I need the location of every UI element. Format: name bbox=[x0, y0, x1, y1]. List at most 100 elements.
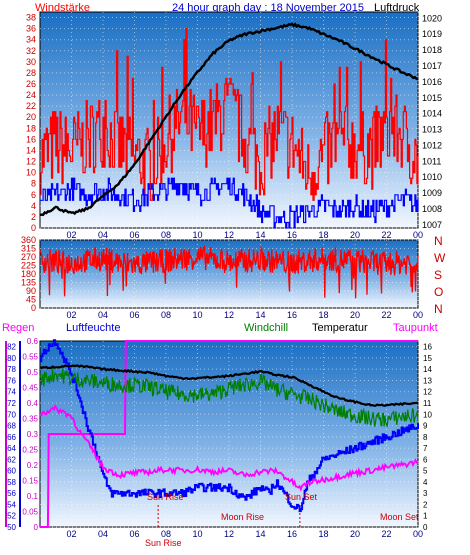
temp-y-tick-label: 4 bbox=[423, 478, 428, 487]
compass-label: O bbox=[434, 285, 443, 299]
moon-rise-label: Moon Rise bbox=[221, 512, 264, 522]
temp-y-tick-label: 11 bbox=[423, 399, 432, 408]
wind-tick-label: 12 bbox=[224, 230, 234, 240]
climate-tick-label: 06 bbox=[129, 529, 139, 539]
temp-y-tick-label: 2 bbox=[423, 500, 428, 509]
sun-set-label: Sun Set bbox=[285, 492, 318, 502]
wind-y-tick-label: 12 bbox=[26, 157, 36, 167]
temp-y-tick-label: 6 bbox=[423, 455, 428, 464]
wind-label: Windstärke bbox=[35, 2, 90, 14]
temp-y-tick-label: 15 bbox=[423, 354, 432, 363]
direction-y-tick-label: 135 bbox=[21, 278, 36, 288]
wind-y-tick-label: 16 bbox=[26, 134, 36, 144]
direction-tick-label: 16 bbox=[287, 310, 297, 320]
climate-tick-label: 22 bbox=[381, 529, 391, 539]
compass-label: W bbox=[434, 251, 446, 265]
humidity-y-tick-label: 58 bbox=[7, 478, 16, 487]
wind-y-tick-label: 10 bbox=[26, 168, 36, 178]
direction-series bbox=[39, 244, 419, 299]
pressure-y-tick-label: 1017 bbox=[422, 61, 442, 71]
direction-y-tick-label: 360 bbox=[21, 235, 36, 245]
wind-y-tick-label: 26 bbox=[26, 79, 36, 89]
wind-y-tick-label: 24 bbox=[26, 90, 36, 100]
pressure-y-tick-label: 1016 bbox=[422, 77, 442, 87]
humidity-y-tick-label: 60 bbox=[7, 467, 16, 476]
pressure-y-tick-label: 1019 bbox=[422, 29, 442, 39]
humidity-y-tick-label: 62 bbox=[7, 455, 16, 464]
humidity-y-tick-label: 64 bbox=[7, 444, 16, 453]
rain-y-tick-label: 0.6 bbox=[27, 337, 39, 346]
pressure-y-tick-label: 1013 bbox=[422, 125, 442, 135]
direction-y-tick-label: 270 bbox=[21, 252, 36, 262]
compass-label: N bbox=[434, 302, 443, 316]
direction-tick-label: 04 bbox=[98, 310, 108, 320]
temperature-label: Temperatur bbox=[312, 322, 368, 334]
wind-tick-label: 22 bbox=[381, 230, 391, 240]
temp-y-tick-label: 7 bbox=[423, 444, 428, 453]
humidity-y-tick-label: 56 bbox=[7, 489, 16, 498]
pressure-y-tick-label: 1008 bbox=[422, 204, 442, 214]
temp-y-tick-label: 5 bbox=[423, 467, 428, 476]
rain-y-tick-label: 0.4 bbox=[27, 399, 39, 408]
direction-y-tick-label: 225 bbox=[21, 261, 36, 271]
pressure-label: Luftdruck bbox=[374, 2, 420, 14]
rain-y-tick-label: 0 bbox=[34, 523, 39, 532]
humidity-y-tick-label: 68 bbox=[7, 422, 16, 431]
climate-tick-label: 12 bbox=[224, 529, 234, 539]
climate-tick-label: 08 bbox=[161, 529, 171, 539]
humidity-y-tick-label: 74 bbox=[7, 388, 16, 397]
pressure-y-tick-label: 1012 bbox=[422, 140, 442, 150]
wind-y-tick-label: 34 bbox=[26, 35, 36, 45]
direction-y-tick-label: 45 bbox=[26, 295, 36, 305]
pressure-y-tick-label: 1020 bbox=[422, 13, 442, 23]
temperature-line bbox=[39, 364, 419, 407]
direction-tick-label: 00 bbox=[413, 310, 423, 320]
wind-tick-label: 18 bbox=[318, 230, 328, 240]
humidity-y-tick-label: 50 bbox=[7, 523, 16, 532]
humidity-y-tick-label: 72 bbox=[7, 399, 16, 408]
moon-set-label: Moon Set bbox=[380, 512, 419, 522]
rain-y-tick-label: 0.5 bbox=[27, 368, 39, 377]
rain-line bbox=[40, 340, 418, 528]
windchill-label: Windchill bbox=[244, 322, 288, 334]
dewpoint-label: Taupunkt bbox=[393, 322, 438, 334]
compass-label: N bbox=[434, 234, 443, 248]
wind-y-tick-label: 8 bbox=[31, 179, 36, 189]
temp-y-tick-label: 8 bbox=[423, 433, 428, 442]
direction-tick-label: 20 bbox=[350, 310, 360, 320]
pressure-y-tick-label: 1018 bbox=[422, 45, 442, 55]
wind-tick-label: 02 bbox=[66, 230, 76, 240]
climate-tick-label: 02 bbox=[66, 529, 76, 539]
temp-y-tick-label: 1 bbox=[423, 512, 428, 521]
wind-y-tick-label: 6 bbox=[31, 190, 36, 200]
pressure-y-tick-label: 1015 bbox=[422, 93, 442, 103]
wind-y-tick-label: 18 bbox=[26, 123, 36, 133]
compass-label: S bbox=[434, 268, 442, 282]
temp-y-tick-label: 0 bbox=[423, 523, 428, 532]
wind-pressure-series bbox=[39, 22, 419, 229]
chart-title: 24 hour graph day : 18 November 2015 bbox=[172, 2, 364, 14]
rain-y-tick-label: 0.35 bbox=[22, 415, 38, 424]
wind-y-tick-label: 4 bbox=[31, 201, 36, 211]
wind-y-tick-label: 20 bbox=[26, 112, 36, 122]
temp-y-tick-label: 14 bbox=[423, 365, 432, 374]
temp-y-tick-label: 12 bbox=[423, 388, 432, 397]
climate-tick-label: 04 bbox=[98, 529, 108, 539]
wind-y-tick-label: 30 bbox=[26, 57, 36, 67]
humidity-y-tick-label: 80 bbox=[7, 354, 16, 363]
wind-tick-label: 16 bbox=[287, 230, 297, 240]
direction-tick-label: 10 bbox=[192, 310, 202, 320]
direction-tick-label: 14 bbox=[255, 310, 265, 320]
temp-y-tick-label: 10 bbox=[423, 410, 432, 419]
temp-y-tick-label: 13 bbox=[423, 376, 432, 385]
windchill-line bbox=[39, 367, 419, 427]
pressure-y-tick-label: 1014 bbox=[422, 109, 442, 119]
direction-tick-label: 18 bbox=[318, 310, 328, 320]
climate-tick-label: 20 bbox=[350, 529, 360, 539]
temp-y-tick-label: 16 bbox=[423, 343, 432, 352]
direction-y-tick-label: 90 bbox=[26, 286, 36, 296]
wind-y-tick-label: 36 bbox=[26, 24, 36, 34]
sun-rise-axis-label: Sun Rise bbox=[145, 538, 182, 548]
wind-y-tick-label: 28 bbox=[26, 68, 36, 78]
